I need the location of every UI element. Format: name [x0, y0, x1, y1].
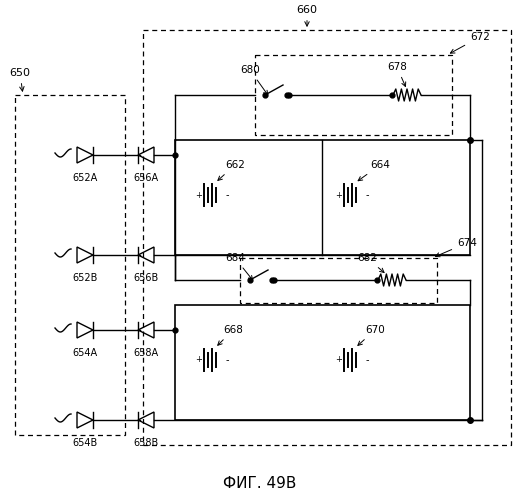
Bar — [255, 55, 452, 135]
Bar — [143, 30, 511, 445]
Text: 664: 664 — [358, 160, 390, 180]
Text: +: + — [335, 356, 343, 364]
Text: +: + — [196, 190, 202, 200]
Text: -: - — [365, 355, 369, 365]
Text: +: + — [335, 190, 343, 200]
Text: 662: 662 — [218, 160, 245, 180]
Text: 652B: 652B — [72, 273, 98, 283]
Text: 654A: 654A — [72, 348, 98, 358]
Text: 684: 684 — [225, 253, 253, 280]
Text: 658A: 658A — [134, 348, 159, 358]
Text: -: - — [365, 190, 369, 200]
Text: 652A: 652A — [72, 173, 98, 183]
Text: 656B: 656B — [133, 273, 159, 283]
Text: 660: 660 — [296, 5, 318, 26]
Bar — [240, 258, 437, 303]
Text: 672: 672 — [450, 32, 490, 53]
Bar — [175, 305, 470, 420]
Text: 680: 680 — [240, 65, 268, 95]
Text: 650: 650 — [9, 68, 31, 91]
Bar — [175, 140, 470, 255]
Text: -: - — [225, 355, 229, 365]
Text: 656A: 656A — [134, 173, 159, 183]
Text: 678: 678 — [387, 62, 407, 86]
Text: +: + — [196, 356, 202, 364]
Text: 654B: 654B — [72, 438, 98, 448]
Text: ФИГ. 49В: ФИГ. 49В — [223, 476, 297, 490]
Text: 658B: 658B — [133, 438, 159, 448]
Text: 668: 668 — [218, 325, 243, 345]
Text: 670: 670 — [358, 325, 385, 345]
Text: 674: 674 — [436, 238, 477, 256]
Bar — [15, 95, 125, 435]
Text: 682: 682 — [357, 253, 384, 272]
Text: -: - — [225, 190, 229, 200]
